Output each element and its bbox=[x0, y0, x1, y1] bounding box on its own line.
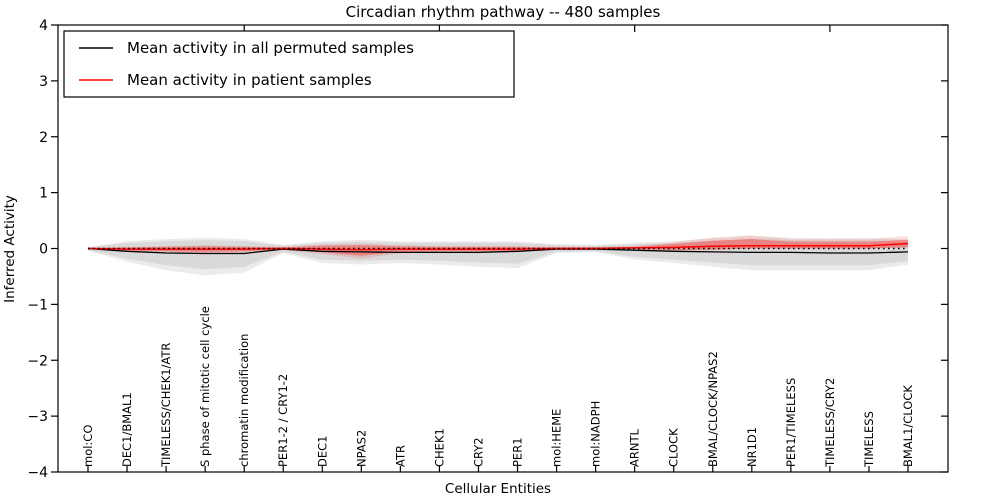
x-category-label: PER1-2 / CRY1-2 bbox=[276, 374, 290, 467]
x-category-label: TIMELESS/CHEK1/ATR bbox=[159, 343, 173, 468]
x-category-label: BMAL1/CLOCK bbox=[901, 385, 915, 467]
x-category-label: DEC1 bbox=[315, 436, 329, 467]
legend-label-permuted: Mean activity in all permuted samples bbox=[127, 39, 414, 57]
series-lines bbox=[87, 242, 909, 255]
y-tick-label: −1 bbox=[27, 297, 48, 313]
x-category-label: mol:HEME bbox=[550, 409, 564, 467]
x-category-label: NPAS2 bbox=[354, 430, 368, 467]
x-category-label: CHEK1 bbox=[432, 428, 446, 467]
y-tick-label: −4 bbox=[27, 465, 48, 481]
y-axis-label: Inferred Activity bbox=[2, 195, 18, 303]
legend: Mean activity in all permuted samples Me… bbox=[63, 30, 515, 98]
x-category-label: CLOCK bbox=[667, 428, 681, 467]
x-category-label: NR1D1 bbox=[745, 427, 759, 467]
x-category-label: ARNTL bbox=[628, 429, 642, 467]
y-tick-label: −3 bbox=[27, 409, 48, 425]
legend-label-patient: Mean activity in patient samples bbox=[127, 71, 372, 89]
plot-border bbox=[57, 24, 949, 473]
y-tick-label: 0 bbox=[39, 242, 48, 258]
x-category-labels: mol:CO DEC1/BMAL1 TIMELESS/CHEK1/ATR S phas… bbox=[81, 306, 915, 468]
y-tick-label: 2 bbox=[39, 130, 48, 146]
patient-band-halo bbox=[88, 235, 908, 259]
y-tick-label: 4 bbox=[39, 18, 48, 34]
y-tick-label: 1 bbox=[39, 186, 48, 202]
chart-title: Circadian rhythm pathway -- 480 samples bbox=[346, 3, 661, 21]
axes: −4 −3 −2 −1 0 1 2 3 4 bbox=[27, 18, 948, 481]
legend-box bbox=[63, 30, 515, 98]
x-category-label: PER1 bbox=[511, 437, 525, 467]
x-category-label: PER1/TIMELESS bbox=[784, 378, 798, 467]
x-category-label: mol:CO bbox=[81, 425, 95, 467]
x-category-label: CRY2 bbox=[471, 437, 485, 467]
x-category-label: chromatin modification bbox=[237, 334, 251, 467]
permuted-mean-line bbox=[87, 247, 909, 255]
y-tick-label: 3 bbox=[39, 74, 48, 90]
x-category-label: S phase of mitotic cell cycle bbox=[198, 306, 212, 467]
x-category-label: BMAL/CLOCK/NPAS2 bbox=[706, 351, 720, 467]
x-category-label: TIMELESS bbox=[862, 411, 876, 468]
x-category-label: DEC1/BMAL1 bbox=[120, 392, 134, 467]
x-category-label: TIMELESS/CRY2 bbox=[823, 378, 837, 468]
y-tick-label: −2 bbox=[27, 353, 48, 369]
patient-band bbox=[88, 239, 908, 256]
x-axis-label: Cellular Entities bbox=[445, 481, 551, 497]
confidence-bands bbox=[88, 235, 908, 276]
x-category-label: ATR bbox=[393, 445, 407, 467]
x-category-label: mol:NADPH bbox=[589, 401, 603, 467]
